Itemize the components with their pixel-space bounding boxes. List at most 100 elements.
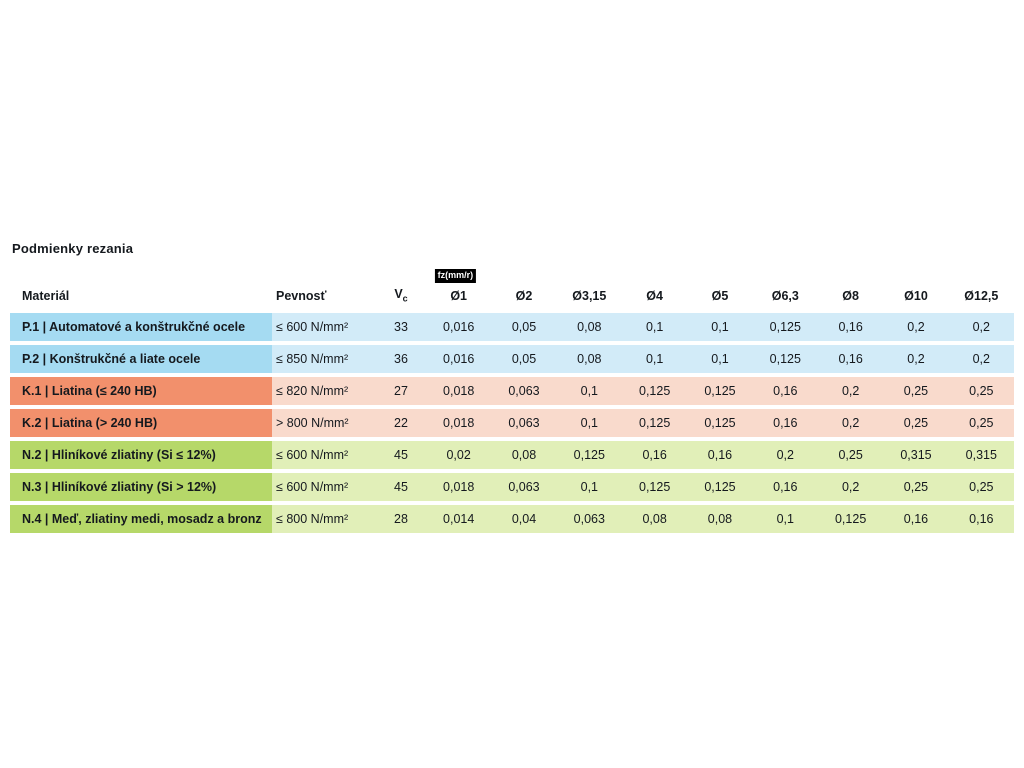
feed-value-cell: 0,25 [948, 377, 1014, 405]
table-row: K.2 | Liatina (> 240 HB) > 800 N/mm² 22 0,0… [10, 409, 1014, 437]
feed-value-cell: 0,1 [687, 313, 753, 341]
feed-value-cell: 0,018 [426, 377, 492, 405]
feed-value-cell: 0,315 [883, 441, 949, 469]
strength-cell: ≤ 600 N/mm² [272, 441, 376, 469]
feed-value-cell: 0,014 [426, 505, 492, 533]
col-header-strength: Pevnosť [272, 269, 376, 309]
strength-cell: ≤ 850 N/mm² [272, 345, 376, 373]
feed-value-cell: 0,2 [817, 377, 884, 405]
feed-value-cell: 0,016 [426, 345, 492, 373]
feed-value-cell: 0,25 [817, 441, 884, 469]
feed-value-cell: 0,125 [687, 409, 753, 437]
vc-cell: 36 [376, 345, 426, 373]
feed-value-cell: 0,25 [883, 473, 949, 501]
feed-value-cell: 0,08 [491, 441, 557, 469]
vc-cell: 22 [376, 409, 426, 437]
feed-value-cell: 0,2 [817, 473, 884, 501]
feed-value-cell: 0,25 [948, 409, 1014, 437]
feed-value-cell: 0,063 [491, 377, 557, 405]
strength-cell: ≤ 820 N/mm² [272, 377, 376, 405]
material-cell: N.3 | Hliníkové zliatiny (Si > 12%) [10, 473, 272, 501]
feed-value-cell: 0,16 [752, 473, 818, 501]
cutting-conditions-table: Materiál Pevnosť Vc fz(mm/r) Ø1 Ø2 Ø3,15 Ø4 Ø… [10, 265, 1014, 537]
feed-value-cell: 0,16 [752, 377, 818, 405]
table-row: N.4 | Meď, zliatiny medi, mosadz a bronz… [10, 505, 1014, 533]
table-row: K.1 | Liatina (≤ 240 HB) ≤ 820 N/mm² 27 0,0… [10, 377, 1014, 405]
feed-value-cell: 0,2 [752, 441, 818, 469]
diameter-header-label: Ø8 [842, 289, 859, 303]
vc-label: V [394, 286, 403, 301]
feed-value-cell: 0,08 [687, 505, 753, 533]
feed-value-cell: 0,018 [426, 409, 492, 437]
col-header-diameter-1: fz(mm/r) Ø1 [426, 269, 492, 309]
feed-value-cell: 0,1 [556, 473, 622, 501]
feed-value-cell: 0,125 [687, 473, 753, 501]
vc-subscript: c [402, 293, 408, 303]
feed-value-cell: 0,04 [491, 505, 557, 533]
feed-value-cell: 0,05 [491, 313, 557, 341]
feed-value-cell: 0,125 [752, 345, 818, 373]
strength-cell: ≤ 800 N/mm² [272, 505, 376, 533]
vc-cell: 45 [376, 441, 426, 469]
feed-value-cell: 0,1 [621, 345, 688, 373]
feed-value-cell: 0,018 [426, 473, 492, 501]
col-header-diameter-4: Ø4 [621, 269, 688, 309]
feed-value-cell: 0,08 [556, 345, 622, 373]
table-row: P.2 | Konštrukčné a liate ocele ≤ 850 N/m… [10, 345, 1014, 373]
col-header-diameter-7: Ø8 [817, 269, 884, 309]
page-title: Podmienky rezania [12, 241, 134, 256]
material-cell: N.2 | Hliníkové zliatiny (Si ≤ 12%) [10, 441, 272, 469]
strength-cell: ≤ 600 N/mm² [272, 473, 376, 501]
material-cell: K.1 | Liatina (≤ 240 HB) [10, 377, 272, 405]
feed-value-cell: 0,2 [948, 313, 1014, 341]
feed-value-cell: 0,02 [426, 441, 492, 469]
feed-value-cell: 0,2 [883, 313, 949, 341]
table-row: N.3 | Hliníkové zliatiny (Si > 12%) ≤ 600… [10, 473, 1014, 501]
strength-cell: ≤ 600 N/mm² [272, 313, 376, 341]
feed-value-cell: 0,08 [556, 313, 622, 341]
col-header-vc: Vc [376, 269, 426, 309]
feed-value-cell: 0,25 [883, 377, 949, 405]
diameter-header-label: Ø6,3 [771, 289, 799, 303]
diameter-header-label: Ø1 [450, 289, 467, 303]
feed-value-cell: 0,063 [556, 505, 622, 533]
material-cell: P.1 | Automatové a konštrukčné ocele [10, 313, 272, 341]
feed-value-cell: 0,1 [752, 505, 818, 533]
col-header-diameter-3: Ø3,15 [556, 269, 622, 309]
vc-cell: 28 [376, 505, 426, 533]
diameter-header-label: Ø3,15 [572, 289, 607, 303]
feed-value-cell: 0,16 [948, 505, 1014, 533]
material-cell: P.2 | Konštrukčné a liate ocele [10, 345, 272, 373]
feed-value-cell: 0,1 [556, 377, 622, 405]
feed-value-cell: 0,05 [491, 345, 557, 373]
feed-value-cell: 0,063 [491, 409, 557, 437]
feed-value-cell: 0,16 [687, 441, 753, 469]
material-cell: K.2 | Liatina (> 240 HB) [10, 409, 272, 437]
feed-value-cell: 0,1 [621, 313, 688, 341]
feed-value-cell: 0,315 [948, 441, 1014, 469]
feed-value-cell: 0,25 [883, 409, 949, 437]
col-header-diameter-5: Ø5 [687, 269, 753, 309]
col-header-diameter-8: Ø10 [883, 269, 949, 309]
feed-value-cell: 0,16 [621, 441, 688, 469]
feed-value-cell: 0,125 [687, 377, 753, 405]
feed-value-cell: 0,125 [621, 377, 688, 405]
feed-value-cell: 0,125 [621, 473, 688, 501]
feed-value-cell: 0,125 [556, 441, 622, 469]
col-header-diameter-2: Ø2 [491, 269, 557, 309]
feed-value-cell: 0,125 [817, 505, 884, 533]
diameter-header-label: Ø2 [515, 289, 533, 303]
feed-value-cell: 0,125 [752, 313, 818, 341]
col-header-diameter-6: Ø6,3 [752, 269, 818, 309]
feed-value-cell: 0,063 [491, 473, 557, 501]
feed-value-cell: 0,2 [817, 409, 884, 437]
feed-value-cell: 0,08 [621, 505, 688, 533]
table-header-row: Materiál Pevnosť Vc fz(mm/r) Ø1 Ø2 Ø3,15 Ø4 Ø… [10, 269, 1014, 309]
vc-cell: 45 [376, 473, 426, 501]
feed-value-cell: 0,16 [817, 345, 884, 373]
feed-value-cell: 0,2 [883, 345, 949, 373]
diameter-header-label: Ø12,5 [964, 289, 999, 303]
feed-value-cell: 0,125 [621, 409, 688, 437]
strength-cell: > 800 N/mm² [272, 409, 376, 437]
col-header-diameter-9: Ø12,5 [948, 269, 1014, 309]
